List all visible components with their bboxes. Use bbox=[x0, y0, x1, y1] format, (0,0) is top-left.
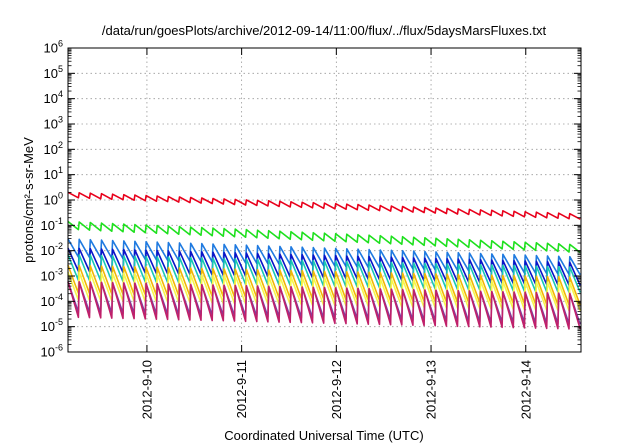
y-axis-label: protons/cm²-s-sr-MeV bbox=[21, 137, 36, 263]
y-tick-label: 101 bbox=[44, 165, 63, 182]
y-tick-labels: 10-6 10-5 10-4 10-3 10-2 10-1 100 101 102 103 104 1… bbox=[41, 39, 63, 360]
series-line-2 bbox=[67, 220, 581, 254]
y-tick-label: 10-6 bbox=[41, 343, 63, 360]
x-axis-label: Coordinated Universal Time (UTC) bbox=[224, 428, 423, 443]
series-line-1 bbox=[67, 191, 581, 220]
x-tick-label: 2012-9-13 bbox=[424, 360, 439, 419]
x-tick-label: 2012-9-12 bbox=[329, 360, 344, 419]
ticks bbox=[68, 47, 581, 353]
y-tick-label: 10-3 bbox=[41, 267, 63, 284]
series-layer bbox=[67, 191, 581, 330]
x-tick-label: 2012-9-14 bbox=[518, 360, 533, 419]
y-tick-label: 10-2 bbox=[41, 241, 63, 258]
y-tick-label: 100 bbox=[44, 191, 63, 208]
series-line-9 bbox=[67, 281, 581, 330]
y-tick-label: 10-5 bbox=[41, 317, 63, 334]
y-tick-label: 103 bbox=[44, 115, 63, 132]
y-tick-label: 10-1 bbox=[41, 216, 63, 233]
y-tick-label: 10-4 bbox=[41, 292, 63, 309]
y-tick-label: 106 bbox=[44, 39, 63, 56]
chart-title: /data/run/goesPlots/archive/2012-09-14/1… bbox=[102, 23, 547, 38]
x-tick-labels: 2012-9-10 2012-9-11 2012-9-12 2012-9-13 2012… bbox=[139, 360, 533, 419]
y-tick-label: 105 bbox=[44, 64, 63, 81]
x-tick-label: 2012-9-10 bbox=[139, 360, 154, 419]
y-tick-label: 102 bbox=[44, 140, 63, 157]
x-tick-label: 2012-9-11 bbox=[234, 360, 249, 418]
y-tick-label: 104 bbox=[44, 89, 63, 106]
